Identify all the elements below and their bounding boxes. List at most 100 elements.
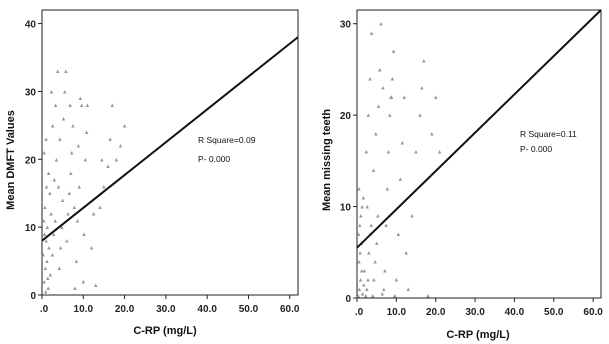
scatter-point: ▲ <box>76 184 82 190</box>
scatter-point: ▲ <box>84 130 90 136</box>
scatter-point: ▲ <box>113 157 119 163</box>
scatter-point: ▲ <box>99 157 105 163</box>
x-tick-label: 60.0 <box>280 304 300 315</box>
scatter-point: ▲ <box>75 218 81 224</box>
x-tick-label: .0 <box>40 304 49 315</box>
scatter-point: ▲ <box>42 205 48 211</box>
scatter-point: ▲ <box>370 293 376 299</box>
scatter-point: ▲ <box>379 291 385 297</box>
x-tick-label: 50.0 <box>239 304 259 315</box>
scatter-point: ▲ <box>66 191 72 197</box>
scatter-point: ▲ <box>65 212 71 218</box>
scatter-point: ▲ <box>356 186 362 192</box>
x-tick-label: .0 <box>355 307 364 318</box>
scatter-points-right: ▲▲▲▲▲▲▲▲▲▲▲▲▲▲▲▲▲▲▲▲▲▲▲▲▲▲▲▲▲▲▲▲▲▲▲▲▲▲▲▲… <box>355 22 442 300</box>
scatter-point: ▲ <box>381 287 387 293</box>
scatter-point: ▲ <box>72 286 78 292</box>
chart-left: ▲▲▲▲▲▲▲▲▲▲▲▲▲▲▲▲▲▲▲▲▲▲▲▲▲▲▲▲▲▲▲▲▲▲▲▲▲▲▲▲… <box>5 9 300 337</box>
scatter-point: ▲ <box>62 89 68 95</box>
scatter-point: ▲ <box>45 276 51 282</box>
scatter-point: ▲ <box>421 58 427 64</box>
scatter-point: ▲ <box>363 293 369 299</box>
scatter-point: ▲ <box>437 150 443 156</box>
scatter-point: ▲ <box>41 279 47 285</box>
scatter-point: ▲ <box>360 195 366 201</box>
scatter-point: ▲ <box>93 283 99 289</box>
scatter-point: ▲ <box>44 184 50 190</box>
scatter-point: ▲ <box>40 252 46 258</box>
scatter-point: ▲ <box>399 141 405 147</box>
scatter-point: ▲ <box>356 259 362 265</box>
scatter-point: ▲ <box>89 246 95 252</box>
plot-area-left <box>41 9 299 296</box>
scatter-point: ▲ <box>367 77 373 83</box>
scatter-point: ▲ <box>45 286 51 292</box>
scatter-point: ▲ <box>425 293 431 299</box>
y-axis-title-left: Mean DMFT Values <box>5 110 17 210</box>
y-tick-label: 10 <box>340 203 352 214</box>
scatter-point: ▲ <box>401 95 407 101</box>
scatter-point: ▲ <box>372 259 378 265</box>
scatter-point: ▲ <box>356 287 362 293</box>
scatter-point: ▲ <box>362 269 368 275</box>
scatter-point: ▲ <box>46 246 52 252</box>
scatter-point: ▲ <box>387 113 393 119</box>
scatter-point: ▲ <box>368 223 374 229</box>
scatter-point: ▲ <box>109 103 115 109</box>
scatter-points-left: ▲▲▲▲▲▲▲▲▲▲▲▲▲▲▲▲▲▲▲▲▲▲▲▲▲▲▲▲▲▲▲▲▲▲▲▲▲▲▲▲… <box>40 69 127 296</box>
scatter-point: ▲ <box>105 164 111 170</box>
scatter-point: ▲ <box>384 186 390 192</box>
scatter-point: ▲ <box>392 293 398 299</box>
scatter-point: ▲ <box>360 291 366 297</box>
x-tick-label: 30.0 <box>465 307 485 318</box>
y-tick-label: 40 <box>25 20 37 31</box>
scatter-point: ▲ <box>382 269 388 275</box>
scatter-point: ▲ <box>366 250 372 256</box>
scatter-point: ▲ <box>58 246 64 252</box>
scatter-point: ▲ <box>80 279 86 285</box>
y-tick-label: 20 <box>340 111 352 122</box>
scatter-point: ▲ <box>361 282 367 288</box>
chart-right: ▲▲▲▲▲▲▲▲▲▲▲▲▲▲▲▲▲▲▲▲▲▲▲▲▲▲▲▲▲▲▲▲▲▲▲▲▲▲▲▲… <box>321 9 603 341</box>
scatter-point: ▲ <box>363 150 369 156</box>
annotation-p-right: P- 0.000 <box>520 144 552 154</box>
x-axis-title-right: C-RP (mg/L) <box>446 329 510 341</box>
scatter-point: ▲ <box>64 239 70 245</box>
x-tick-label: 10.0 <box>387 307 407 318</box>
scatter-point: ▲ <box>389 95 395 101</box>
scatter-point: ▲ <box>70 123 76 129</box>
scatter-point: ▲ <box>409 214 415 220</box>
plot-area-right <box>356 9 602 299</box>
scatter-point: ▲ <box>357 223 363 229</box>
scatter-point: ▲ <box>41 218 47 224</box>
scatter-point: ▲ <box>395 232 401 238</box>
annotation-rsquare-right: R Square=0.11 <box>520 129 577 139</box>
scatter-point: ▲ <box>369 31 375 37</box>
x-ticks-left: .0 10.0 20.0 30.0 40.0 50.0 60.0 <box>40 295 300 315</box>
x-axis-title-left: C-RP (mg/L) <box>133 325 197 337</box>
scatter-point: ▲ <box>359 269 365 275</box>
scatter-point: ▲ <box>429 131 435 137</box>
y-tick-label: 10 <box>25 223 37 234</box>
x-tick-label: 60.0 <box>583 307 603 318</box>
scatter-point: ▲ <box>364 287 370 293</box>
scatter-point: ▲ <box>47 273 53 279</box>
y-tick-label: 0 <box>345 294 351 305</box>
scatter-point: ▲ <box>355 293 361 299</box>
scatter-point: ▲ <box>371 278 377 284</box>
scatter-point: ▲ <box>43 290 49 296</box>
scatter-point: ▲ <box>388 95 394 101</box>
scatter-point: ▲ <box>60 198 66 204</box>
scatter-point: ▲ <box>107 137 113 143</box>
scatter-point: ▲ <box>71 205 77 211</box>
scatter-point: ▲ <box>378 22 384 28</box>
scatter-point: ▲ <box>364 205 370 211</box>
scatter-point: ▲ <box>49 252 55 258</box>
scatter-point: ▲ <box>52 218 58 224</box>
scatter-point: ▲ <box>44 225 50 231</box>
scatter-point: ▲ <box>82 157 88 163</box>
scatter-point: ▲ <box>56 266 62 272</box>
scatter-point: ▲ <box>50 123 56 129</box>
scatter-point: ▲ <box>41 151 47 157</box>
